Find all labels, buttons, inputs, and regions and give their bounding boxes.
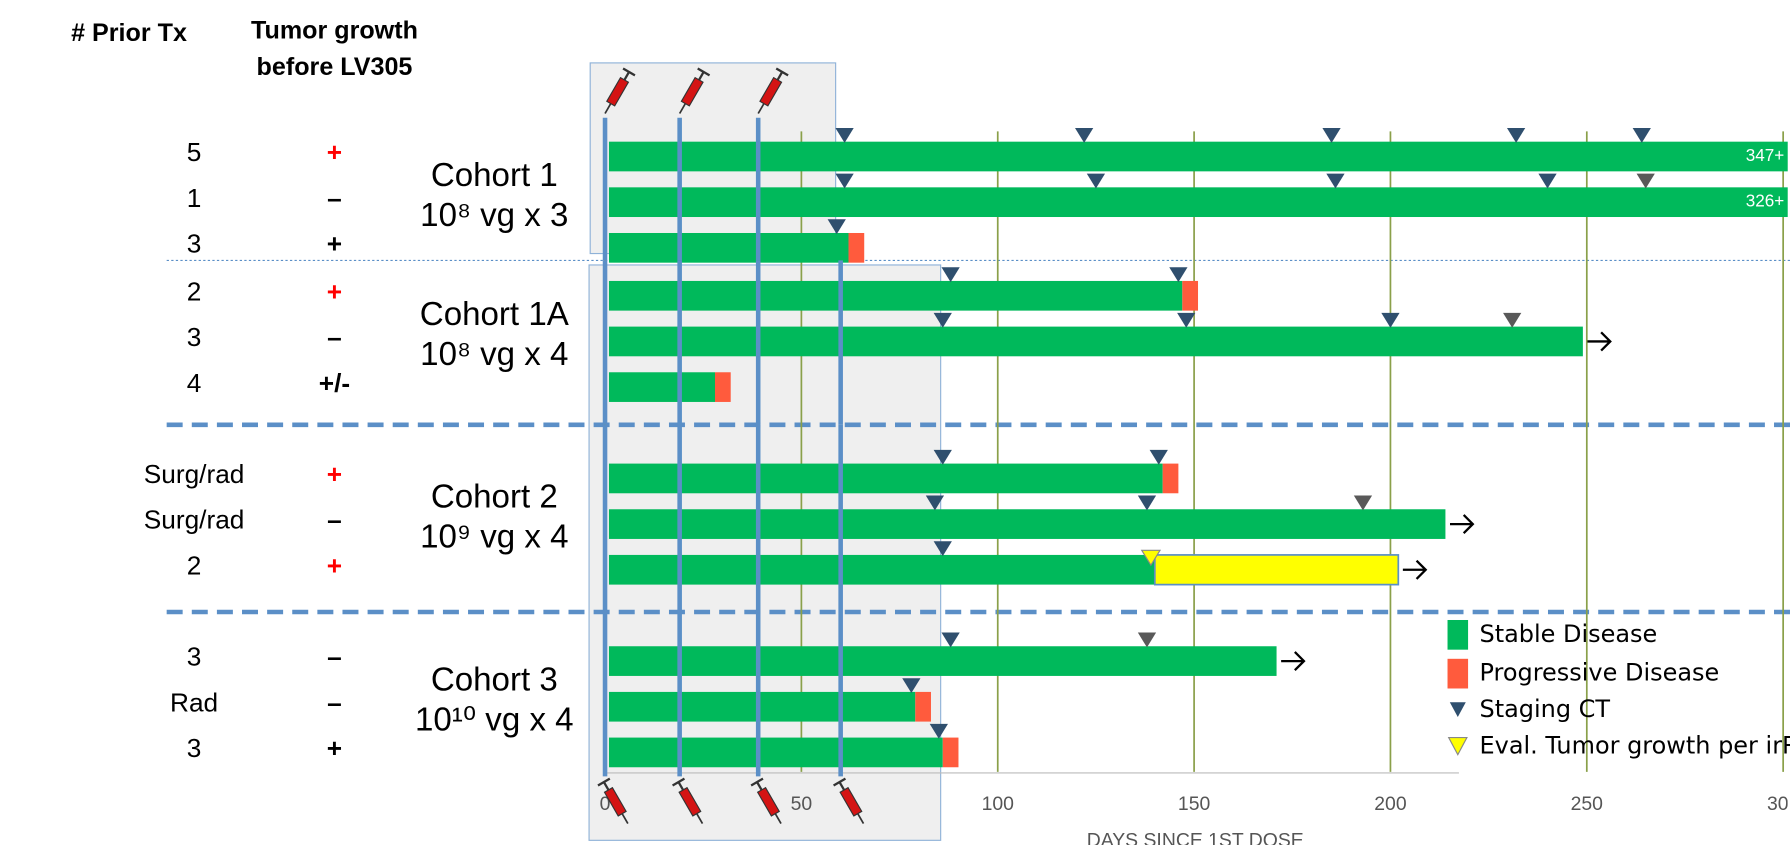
progression-bar: [1163, 464, 1179, 494]
prior-tx: 2: [187, 276, 202, 306]
staging-ct: [1322, 128, 1340, 143]
value-label: 326+: [1746, 192, 1785, 211]
header: # Prior Tx: [71, 19, 187, 47]
staging-ct: [1326, 174, 1344, 189]
prior-tx: 3: [187, 322, 202, 352]
staging-ct: [941, 633, 959, 648]
legend-label: Eval. Tumor growth per irR: [1479, 732, 1790, 760]
progression-bar: [849, 233, 865, 263]
stable-bar: [609, 692, 915, 722]
cohort-dose: 10¹⁰ vg x 4: [415, 701, 574, 738]
tumor-growth: +: [327, 550, 342, 580]
tumor-growth: +/-: [319, 368, 350, 398]
tumor-growth: +: [327, 137, 342, 167]
prior-tx: 3: [187, 228, 202, 258]
staging-ct: [1503, 313, 1521, 328]
x-axis-title: DAYS SINCE 1ST DOSE: [1087, 830, 1304, 845]
x-tick-label: 200: [1374, 793, 1407, 815]
prior-tx: Surg/rad: [144, 505, 245, 535]
ongoing-arrow: [1587, 332, 1610, 350]
stable-bar: [609, 555, 1155, 585]
stable-bar: [609, 509, 1445, 539]
tumor-growth: –: [327, 642, 342, 672]
prior-tx: Rad: [170, 687, 218, 717]
staging-ct: [1138, 633, 1156, 648]
stable-bar: [609, 142, 1790, 172]
cohort-dose: 10⁸ vg x 3: [420, 197, 568, 234]
progression-bar: [915, 692, 931, 722]
cohort-dose: 10⁸ vg x 4: [420, 336, 568, 373]
x-tick-label: 100: [982, 793, 1015, 815]
tumor-growth: –: [327, 687, 342, 717]
legend-swatch: [1448, 659, 1469, 689]
staging-ct: [1150, 450, 1168, 465]
legend-label: Progressive Disease: [1479, 659, 1719, 687]
staging-ct: [1637, 174, 1655, 189]
staging-ct: [941, 267, 959, 282]
staging-ct: [835, 174, 853, 189]
cohort-name: Cohort 1: [431, 157, 558, 194]
staging-ct: [1538, 174, 1556, 189]
value-label: 347+: [1746, 146, 1785, 165]
tumor-growth: –: [327, 505, 342, 535]
staging-ct: [1138, 496, 1156, 511]
progression-bar: [943, 738, 959, 768]
prior-tx: 2: [187, 550, 202, 580]
prior-tx: 3: [187, 733, 202, 763]
prior-tx: Surg/rad: [144, 459, 245, 489]
tumor-growth: +: [327, 276, 342, 306]
staging-ct: [1633, 128, 1651, 143]
x-tick-label: 50: [791, 793, 813, 815]
stable-bar: [609, 464, 1163, 494]
cohort-dose: 10⁹ vg x 4: [420, 519, 568, 556]
legend-swatch: [1448, 620, 1469, 650]
stable-bar: [609, 738, 943, 768]
stable-bar: [609, 646, 1277, 676]
tumor-growth: +: [327, 733, 342, 763]
chart: # Prior Tx Tumor growth before LV305 DAY…: [0, 0, 1790, 845]
cohort-name: Cohort 3: [431, 661, 558, 698]
legend-label: Staging CT: [1479, 695, 1610, 723]
ongoing-arrow: [1450, 515, 1473, 533]
header: Tumor growth: [251, 17, 418, 45]
tumor-growth: –: [327, 183, 342, 213]
progression-bar: [715, 372, 731, 402]
tumor-growth: +: [327, 228, 342, 258]
page: # Prior Tx Tumor growth before LV305 DAY…: [0, 0, 1790, 845]
staging-ct: [1381, 313, 1399, 328]
irrc-bar: [1155, 555, 1398, 585]
staging-ct: [1507, 128, 1525, 143]
legend-label: Stable Disease: [1479, 620, 1657, 648]
stable-bar: [609, 327, 1583, 357]
staging-ct: [1169, 267, 1187, 282]
x-tick-label: 150: [1178, 793, 1211, 815]
tumor-growth: +: [327, 459, 342, 489]
legend-swatch: [1450, 702, 1466, 717]
staging-ct: [1087, 174, 1105, 189]
progression-bar: [1182, 281, 1198, 311]
cohort-name: Cohort 2: [431, 479, 558, 516]
staging-ct: [1177, 313, 1195, 328]
prior-tx: 4: [187, 368, 202, 398]
stable-bar: [609, 372, 715, 402]
header: before LV305: [257, 53, 413, 81]
legend-swatch: [1449, 738, 1467, 755]
ongoing-arrow: [1403, 561, 1426, 579]
x-tick-label: 300: [1767, 793, 1790, 815]
x-tick-label: 250: [1571, 793, 1604, 815]
stable-bar: [609, 233, 849, 263]
staging-ct: [1075, 128, 1093, 143]
cohort-name: Cohort 1A: [420, 296, 570, 333]
ongoing-arrow: [1281, 652, 1304, 670]
staging-ct: [835, 128, 853, 143]
tumor-growth: –: [327, 322, 342, 352]
stable-bar: [609, 281, 1182, 311]
prior-tx: 5: [187, 137, 202, 167]
prior-tx: 3: [187, 642, 202, 672]
prior-tx: 1: [187, 183, 202, 213]
staging-ct: [1354, 496, 1372, 511]
stable-bar: [609, 187, 1790, 217]
